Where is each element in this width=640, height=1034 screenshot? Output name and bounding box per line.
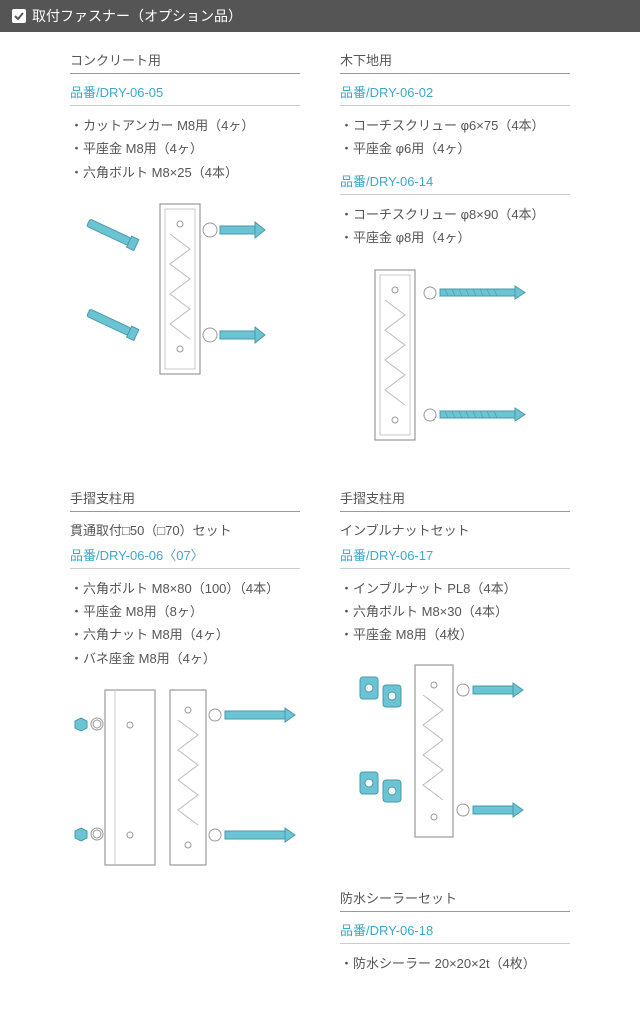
list-item: ・六角ボルト M8×80（100）（4本） [70, 577, 300, 600]
list-item: ・六角ナット M8用（4ヶ） [70, 623, 300, 646]
section-handrail-through: 手摺支柱用 貫通取付□50（□70）セット 品番/DRY-06-06〈07〉 ・… [70, 488, 300, 881]
part-number: 品番/DRY-06-14 [340, 171, 570, 195]
list-item: ・平座金 M8用（4ヶ） [70, 137, 300, 160]
section-wood: 木下地用 品番/DRY-06-02 ・コーチスクリュー φ6×75（4本） ・平… [340, 50, 570, 460]
list-item: ・六角ボルト M8×30（4本） [340, 600, 570, 623]
list-item: ・コーチスクリュー φ8×90（4本） [340, 203, 570, 226]
list-item: ・カットアンカー M8用（4ヶ） [70, 114, 300, 137]
list-item: ・平座金 φ8用（4ヶ） [340, 226, 570, 249]
item-list: ・カットアンカー M8用（4ヶ） ・平座金 M8用（4ヶ） ・六角ボルト M8×… [70, 114, 300, 184]
part-number: 品番/DRY-06-17 [340, 545, 570, 569]
list-item: ・コーチスクリュー φ6×75（4本） [340, 114, 570, 137]
list-item: ・平座金 M8用（8ヶ） [70, 600, 300, 623]
item-list: ・六角ボルト M8×80（100）（4本） ・平座金 M8用（8ヶ） ・六角ナッ… [70, 577, 300, 671]
section-sealer: 防水シーラーセット 品番/DRY-06-18 ・防水シーラー 20×20×2t（… [340, 888, 570, 985]
section-title: 防水シーラーセット [340, 888, 570, 912]
item-list: ・コーチスクリュー φ6×75（4本） ・平座金 φ6用（4ヶ） [340, 114, 570, 161]
part-number: 品番/DRY-06-18 [340, 920, 570, 944]
page-header: 取付ファスナー（オプション品） [0, 0, 640, 32]
list-item: ・六角ボルト M8×25（4本） [70, 161, 300, 184]
section-title: 手摺支柱用 [70, 488, 300, 512]
part-number: 品番/DRY-06-05 [70, 82, 300, 106]
diagram-concrete [70, 194, 300, 394]
section-handrail-imbul: 手摺支柱用 インブルナットセット 品番/DRY-06-17 ・インブルナット P… [340, 488, 570, 881]
list-item: ・平座金 φ6用（4ヶ） [340, 137, 570, 160]
header-title: 取付ファスナー（オプション品） [32, 6, 242, 26]
section-title: コンクリート用 [70, 50, 300, 74]
section-concrete: コンクリート用 品番/DRY-06-05 ・カットアンカー M8用（4ヶ） ・平… [70, 50, 300, 460]
list-item: ・バネ座金 M8用（4ヶ） [70, 647, 300, 670]
part-number: 品番/DRY-06-02 [340, 82, 570, 106]
section-title: 手摺支柱用 [340, 488, 570, 512]
section-subtitle: インブルナットセット [340, 520, 570, 539]
item-list: ・防水シーラー 20×20×2t（4枚） [340, 952, 570, 975]
list-item: ・防水シーラー 20×20×2t（4枚） [340, 952, 570, 975]
section-subtitle: 貫通取付□50（□70）セット [70, 520, 300, 539]
list-item: ・平座金 M8用（4枚） [340, 623, 570, 646]
part-number: 品番/DRY-06-06〈07〉 [70, 545, 300, 569]
diagram-imbul [340, 657, 570, 847]
section-title: 木下地用 [340, 50, 570, 74]
diagram-through [70, 680, 300, 880]
item-list: ・コーチスクリュー φ8×90（4本） ・平座金 φ8用（4ヶ） [340, 203, 570, 250]
content-grid: コンクリート用 品番/DRY-06-05 ・カットアンカー M8用（4ヶ） ・平… [0, 50, 640, 1034]
list-item: ・インブルナット PL8（4本） [340, 577, 570, 600]
diagram-wood [340, 260, 570, 460]
item-list: ・インブルナット PL8（4本） ・六角ボルト M8×30（4本） ・平座金 M… [340, 577, 570, 647]
spacer [70, 908, 300, 1013]
check-icon [12, 9, 26, 23]
